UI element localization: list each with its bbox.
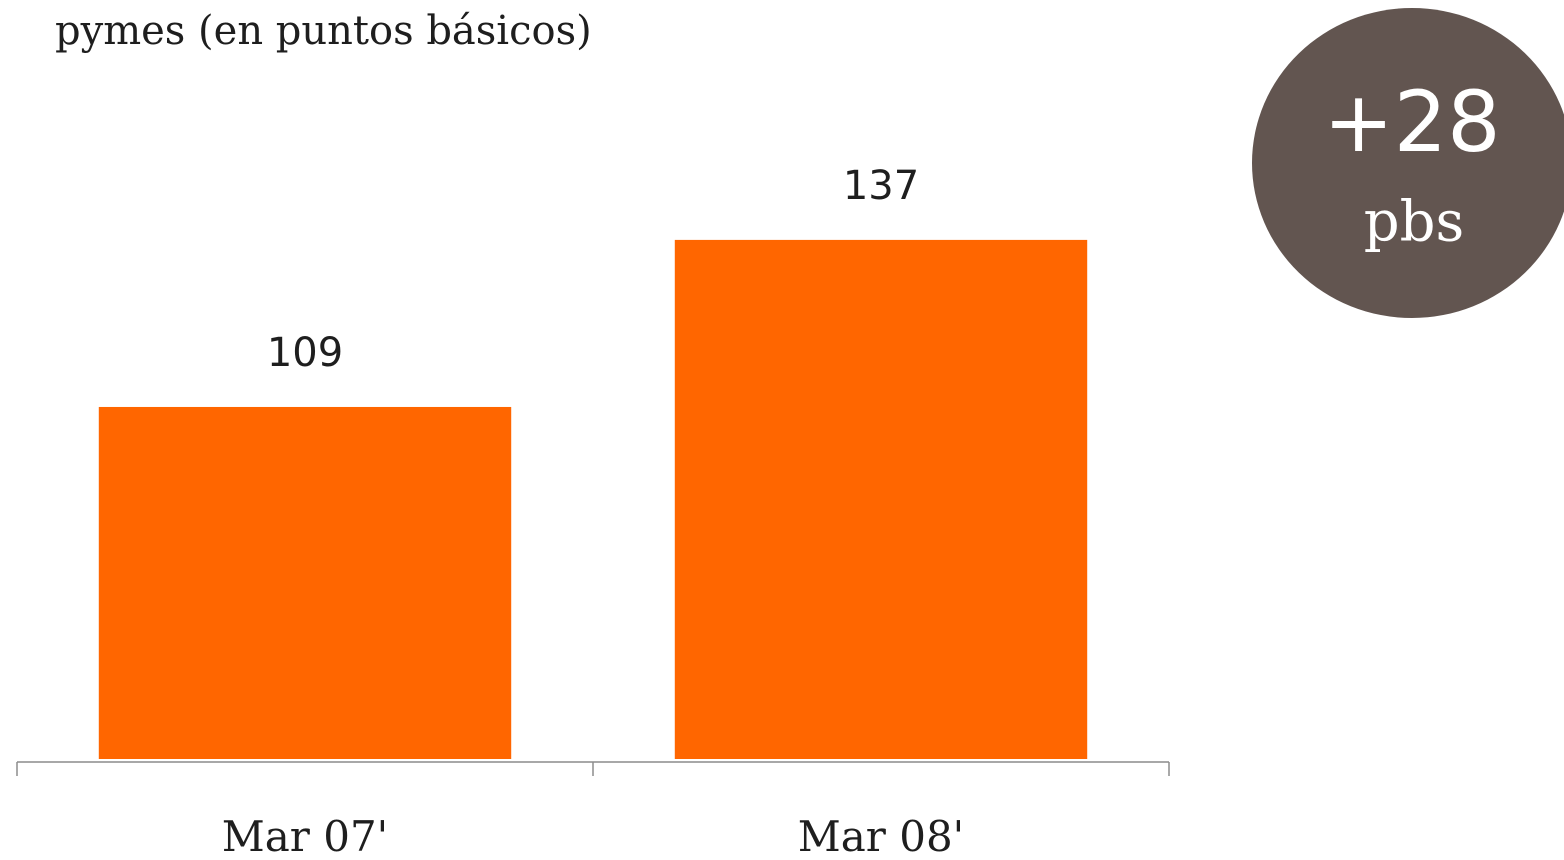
value-label: 109	[267, 330, 343, 376]
x-tick-label: Mar 08'	[798, 812, 964, 860]
x-tick-label: Mar 07'	[222, 812, 388, 860]
annotation-value: +28	[1323, 73, 1500, 171]
value-label: 137	[843, 163, 919, 209]
annotation-badge	[1252, 8, 1564, 318]
chart-title: pymes (en puntos básicos)	[55, 8, 592, 54]
bar	[674, 239, 1088, 759]
bar	[98, 406, 512, 759]
annotation-unit: pbs	[1364, 190, 1464, 255]
